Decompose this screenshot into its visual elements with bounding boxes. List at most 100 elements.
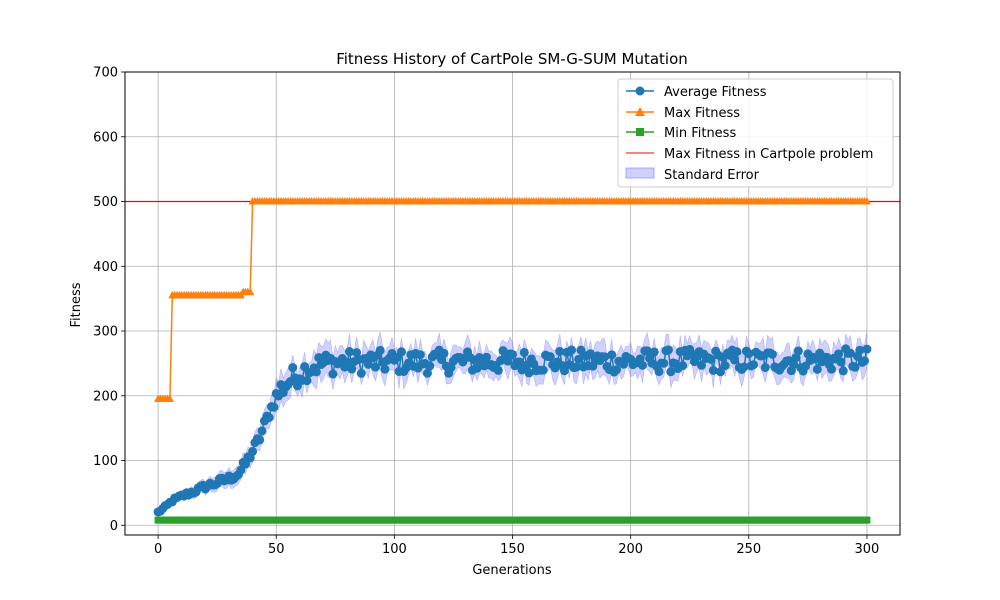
average-fitness-point xyxy=(302,376,312,386)
y-tick-label: 100 xyxy=(93,454,118,469)
average-fitness-point xyxy=(845,348,855,358)
y-tick-label: 300 xyxy=(93,325,118,340)
average-fitness-point xyxy=(826,364,836,374)
average-fitness-point xyxy=(375,345,385,355)
tick-layer: 0 50 100 150 200 250 300 0 100 200 300 400 500 600 700 xyxy=(93,66,879,558)
average-fitness-point xyxy=(600,352,610,362)
legend-entry-average: Average Fitness xyxy=(626,85,767,100)
average-fitness-point xyxy=(654,367,664,377)
average-fitness-point xyxy=(503,356,513,366)
average-fitness-point xyxy=(493,365,503,375)
average-fitness-point xyxy=(732,347,742,357)
average-fitness-point xyxy=(255,435,265,445)
average-fitness-point xyxy=(236,465,246,475)
legend-marker-max xyxy=(635,107,645,116)
average-fitness-point xyxy=(380,364,390,374)
average-fitness-point xyxy=(257,426,267,436)
average-fitness-point xyxy=(482,352,492,362)
legend-entry-stderr: Standard Error xyxy=(625,167,760,183)
average-fitness-point xyxy=(860,356,870,366)
average-fitness-point xyxy=(370,362,380,372)
average-fitness-point xyxy=(269,402,279,412)
average-fitness-point xyxy=(744,349,754,359)
average-fitness-point xyxy=(508,349,517,359)
average-fitness-point xyxy=(567,345,577,355)
average-fitness-point xyxy=(352,348,362,358)
average-fitness-point xyxy=(836,357,846,367)
average-fitness-point xyxy=(834,349,844,359)
legend-marker-min xyxy=(636,128,644,136)
average-fitness-point xyxy=(545,352,555,362)
x-tick-label: 150 xyxy=(500,542,525,557)
average-fitness-point xyxy=(708,365,718,375)
average-fitness-point xyxy=(720,361,730,371)
y-tick-label: 500 xyxy=(93,195,118,210)
average-fitness-point xyxy=(356,368,366,378)
average-fitness-point xyxy=(822,352,832,362)
average-fitness-point xyxy=(264,413,274,423)
x-tick-label: 300 xyxy=(855,542,880,557)
x-tick-label: 50 xyxy=(268,542,285,557)
legend-entry-min: Min Fitness xyxy=(626,126,736,141)
average-fitness-point xyxy=(812,364,822,374)
average-fitness-point xyxy=(328,369,338,379)
y-tick-label: 600 xyxy=(93,130,118,145)
legend-label-min: Min Fitness xyxy=(664,126,736,141)
chart-title: Fitness History of CartPole SM-G-SUM Mut… xyxy=(336,50,688,68)
average-fitness-point xyxy=(862,344,872,354)
average-fitness-point xyxy=(571,362,581,372)
average-fitness-point xyxy=(574,354,584,364)
average-fitness-point xyxy=(663,345,673,355)
legend-patch-stderr xyxy=(625,167,655,179)
legend-label-limit: Max Fitness in Cartpole problem xyxy=(664,147,873,162)
average-fitness-point xyxy=(559,366,569,376)
y-axis-label: Fitness xyxy=(69,282,84,327)
average-fitness-point xyxy=(642,346,652,356)
series-layer xyxy=(125,197,900,524)
legend-marker-average xyxy=(635,86,645,96)
average-fitness-point xyxy=(439,348,449,358)
average-fitness-point xyxy=(666,367,676,377)
max-fitness-point xyxy=(246,287,255,296)
x-tick-label: 100 xyxy=(382,542,407,557)
average-fitness-point xyxy=(288,363,298,373)
average-fitness-point xyxy=(697,360,707,370)
average-fitness-point xyxy=(619,359,629,369)
y-tick-label: 400 xyxy=(93,260,118,275)
average-fitness-point xyxy=(730,355,740,365)
x-tick-label: 250 xyxy=(736,542,761,557)
average-fitness-point xyxy=(538,365,548,375)
average-fitness-point xyxy=(850,362,860,372)
average-fitness-point xyxy=(422,368,432,378)
average-fitness-point xyxy=(396,347,406,357)
average-fitness-point xyxy=(311,367,321,377)
x-tick-label: 0 xyxy=(154,542,162,557)
legend-label-average: Average Fitness xyxy=(664,85,767,100)
average-fitness-point xyxy=(300,362,310,372)
average-fitness-point xyxy=(793,346,803,356)
legend-box xyxy=(617,78,894,188)
average-fitness-point xyxy=(425,361,435,371)
legend-entry-max: Max Fitness xyxy=(626,106,740,121)
legend: Average Fitness Max Fitness Min Fitness … xyxy=(617,78,894,188)
average-fitness-point xyxy=(749,360,759,370)
legend-entry-limit: Max Fitness in Cartpole problem xyxy=(626,147,873,162)
average-fitness-point xyxy=(515,357,525,367)
average-fitness-point xyxy=(344,347,354,357)
average-fitness-point xyxy=(659,358,669,368)
y-tick-label: 0 xyxy=(110,519,118,534)
average-fitness-point xyxy=(838,366,848,376)
average-fitness-point xyxy=(637,360,647,370)
legend-label-stderr: Standard Error xyxy=(664,168,760,183)
average-fitness-point xyxy=(739,362,749,372)
x-axis-label: Generations xyxy=(472,563,552,578)
average-fitness-point xyxy=(789,359,799,369)
average-fitness-point xyxy=(363,359,373,369)
average-fitness-point xyxy=(241,459,251,469)
legend-label-max: Max Fitness xyxy=(664,106,740,121)
average-fitness-point xyxy=(342,357,352,367)
average-fitness-point xyxy=(529,359,539,369)
average-fitness-point xyxy=(855,345,865,355)
average-fitness-point xyxy=(585,349,595,359)
